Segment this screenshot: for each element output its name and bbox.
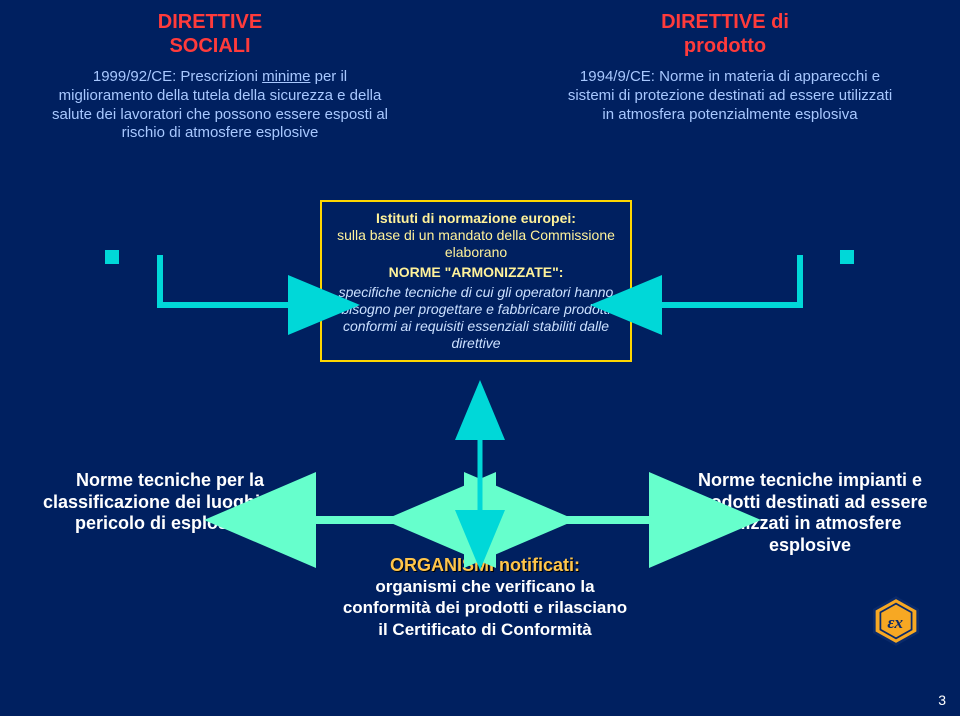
connectors — [0, 0, 960, 716]
ex-atex-icon: εx — [870, 595, 922, 647]
svg-text:εx: εx — [887, 613, 903, 632]
page-number: 3 — [938, 692, 946, 708]
